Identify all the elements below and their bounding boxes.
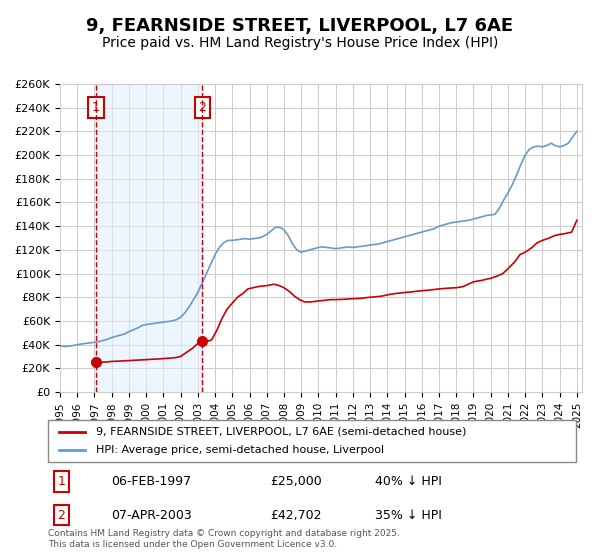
Text: 9, FEARNSIDE STREET, LIVERPOOL, L7 6AE: 9, FEARNSIDE STREET, LIVERPOOL, L7 6AE (86, 17, 514, 35)
Text: 9, FEARNSIDE STREET, LIVERPOOL, L7 6AE (semi-detached house): 9, FEARNSIDE STREET, LIVERPOOL, L7 6AE (… (95, 427, 466, 437)
Text: 1: 1 (92, 101, 100, 114)
Text: 1: 1 (57, 475, 65, 488)
Text: Contains HM Land Registry data © Crown copyright and database right 2025.
This d: Contains HM Land Registry data © Crown c… (48, 529, 400, 549)
Text: 2: 2 (199, 101, 206, 114)
Text: 2: 2 (57, 508, 65, 522)
Text: 40% ↓ HPI: 40% ↓ HPI (376, 475, 442, 488)
Text: Price paid vs. HM Land Registry's House Price Index (HPI): Price paid vs. HM Land Registry's House … (102, 36, 498, 50)
Text: £42,702: £42,702 (270, 508, 321, 522)
FancyBboxPatch shape (48, 420, 576, 462)
Text: 06-FEB-1997: 06-FEB-1997 (112, 475, 191, 488)
Text: 35% ↓ HPI: 35% ↓ HPI (376, 508, 442, 522)
Text: £25,000: £25,000 (270, 475, 322, 488)
Text: HPI: Average price, semi-detached house, Liverpool: HPI: Average price, semi-detached house,… (95, 445, 383, 455)
Text: 07-APR-2003: 07-APR-2003 (112, 508, 192, 522)
Bar (96, 84, 202, 392)
